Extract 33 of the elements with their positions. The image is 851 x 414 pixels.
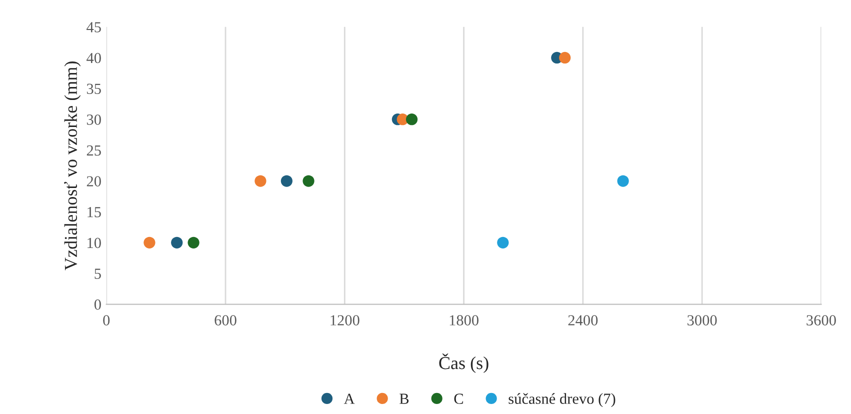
y-tick-label: 20 [86, 176, 101, 186]
y-tick-label: 35 [86, 84, 101, 94]
y-tick-label: 25 [86, 145, 101, 156]
point [171, 236, 183, 248]
x-tick-label: 0 [103, 315, 110, 326]
y-tick-label: 45 [86, 22, 101, 32]
point [144, 236, 156, 248]
x-tick-label: 3000 [688, 315, 717, 326]
y-tick-label: 30 [86, 114, 101, 125]
legend-label: A [344, 394, 355, 404]
x-tick-label: 1800 [450, 315, 478, 326]
y-tick-label: 0 [94, 299, 101, 310]
legend-label: B [400, 394, 409, 404]
x-tick-label: 600 [214, 315, 236, 326]
x-tick-label: 1200 [330, 315, 360, 326]
point [280, 175, 292, 187]
y-tick-label: 5 [94, 268, 101, 279]
y-tick-label: 10 [88, 238, 101, 248]
x-axis-title: Čas (s) [439, 354, 488, 373]
point [254, 175, 266, 187]
legend-label: súčasné drevo (7) [508, 393, 616, 408]
y-axis-title: Vzdialenosť vo vzorke (mm) [64, 62, 81, 270]
point [302, 175, 314, 187]
x-tick-label: 2400 [568, 315, 598, 326]
point [559, 52, 571, 64]
point [188, 236, 200, 248]
y-tick-label: 40 [86, 52, 101, 64]
legend-label: C [454, 394, 463, 404]
x-tick-label: 3600 [806, 315, 836, 326]
point [497, 236, 509, 248]
point [617, 175, 629, 187]
point [406, 114, 418, 126]
y-tick-label: 15 [88, 207, 101, 218]
